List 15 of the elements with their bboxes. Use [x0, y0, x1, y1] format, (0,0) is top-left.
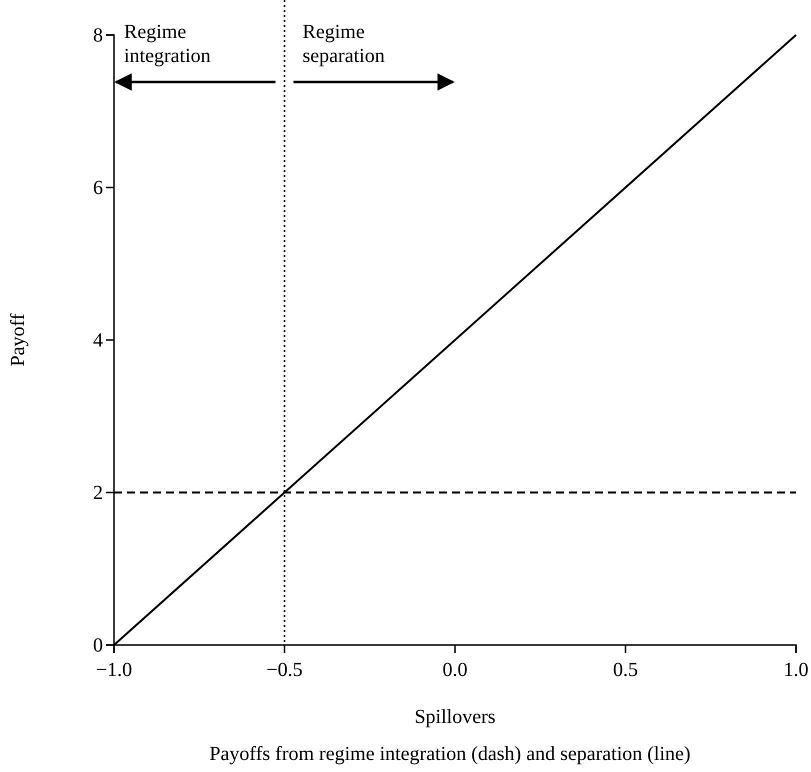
- y-tick-label: 4: [93, 329, 103, 352]
- annotation: Regime integration: [124, 21, 211, 67]
- y-tick-label: 0: [93, 634, 103, 656]
- y-axis-title: Payoff: [7, 313, 29, 366]
- x-tick-label: 0.5: [613, 659, 638, 681]
- y-tick-label: 8: [93, 24, 103, 46]
- annotation: Regime separation: [302, 21, 385, 67]
- x-tick-label: −0.5: [266, 659, 303, 681]
- x-tick-label: −1.0: [96, 659, 132, 681]
- y-tick-label: 2: [93, 482, 103, 504]
- x-axis-title: Spillovers: [414, 706, 496, 728]
- y-tick-label: 6: [93, 176, 103, 199]
- x-tick-label: 1.0: [784, 659, 808, 681]
- x-tick-label: 0.0: [442, 659, 468, 681]
- text: Payoffs from regime integration (dash) and separation (line): [209, 743, 691, 765]
